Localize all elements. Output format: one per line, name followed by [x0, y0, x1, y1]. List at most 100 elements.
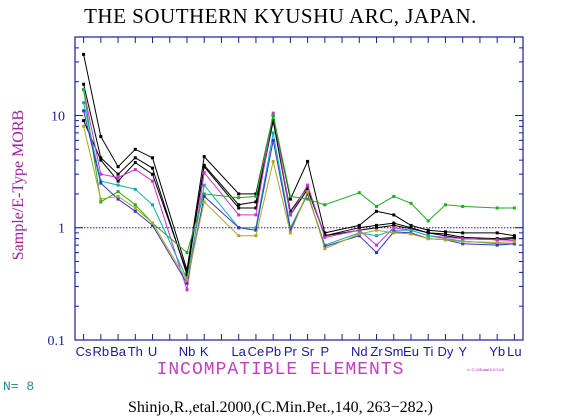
- data-point: [323, 203, 327, 207]
- data-point: [323, 234, 327, 238]
- data-point: [237, 213, 241, 217]
- data-point: [254, 213, 258, 217]
- data-point: [288, 209, 292, 213]
- data-point: [323, 231, 327, 235]
- data-point: [495, 243, 499, 247]
- data-point: [254, 228, 258, 232]
- y-axis-label: Sample/E-Type MORB: [10, 109, 27, 261]
- x-tick-label: Pb: [265, 344, 281, 359]
- x-tick-label: Ce: [248, 344, 265, 359]
- x-axis-label: INCOMPATIBLE ELEMENTS: [156, 360, 405, 380]
- x-tick-label: Sr: [301, 344, 315, 359]
- data-point: [461, 231, 465, 235]
- data-point: [237, 203, 241, 207]
- data-point: [202, 155, 206, 159]
- series-line: [83, 126, 515, 282]
- x-tick-label: Yb: [489, 344, 505, 359]
- data-point: [237, 226, 241, 230]
- data-point: [461, 242, 465, 246]
- data-point: [495, 238, 499, 242]
- data-point: [99, 197, 103, 201]
- data-point: [306, 192, 310, 196]
- series-line: [83, 102, 515, 281]
- data-point: [185, 288, 189, 292]
- x-tick-label: Dy: [438, 344, 454, 359]
- data-point: [392, 194, 396, 198]
- data-point: [461, 240, 465, 244]
- data-point: [495, 240, 499, 244]
- x-tick-label: P: [321, 344, 330, 359]
- data-point: [116, 190, 120, 194]
- data-point: [444, 234, 447, 238]
- data-point: [116, 194, 120, 198]
- data-point: [357, 226, 361, 230]
- data-point: [99, 181, 103, 185]
- data-point: [133, 203, 137, 207]
- x-tick-label: Nb: [179, 344, 196, 359]
- data-point: [461, 237, 465, 241]
- data-point: [375, 204, 378, 208]
- x-tick-label: Rb: [93, 344, 110, 359]
- data-point: [151, 156, 154, 160]
- x-tick-label: Lu: [507, 344, 521, 359]
- source-credit: Shinjo,R.,etal.2000,(C.Min.Pet.,140, 263…: [127, 399, 434, 416]
- data-point: [237, 234, 241, 238]
- data-point: [426, 234, 430, 238]
- data-point: [392, 223, 396, 227]
- x-tick-label: Th: [128, 344, 143, 359]
- data-point: [288, 231, 292, 235]
- data-point: [512, 206, 516, 210]
- series-line: [83, 89, 515, 290]
- data-point: [271, 114, 275, 117]
- sample-count: N= 8: [3, 379, 35, 394]
- data-point: [202, 192, 206, 196]
- data-point: [512, 242, 516, 246]
- data-point: [444, 203, 447, 207]
- data-point: [357, 191, 361, 195]
- data-point: [426, 237, 430, 241]
- y-tick-label: 10: [51, 109, 65, 124]
- data-point: [202, 194, 206, 198]
- data-point: [288, 197, 292, 201]
- data-point: [288, 194, 292, 198]
- data-point: [426, 228, 430, 232]
- chart-title: THE SOUTHERN KYUSHU ARC, JAPAN.: [84, 4, 477, 28]
- data-point: [271, 111, 275, 115]
- data-point: [133, 187, 137, 191]
- data-point: [116, 172, 120, 176]
- data-point: [323, 235, 327, 239]
- x-tick-label: Pr: [284, 344, 298, 359]
- data-point: [151, 203, 154, 207]
- data-point: [288, 228, 292, 232]
- data-point: [323, 245, 327, 248]
- data-point: [82, 82, 86, 86]
- data-point: [133, 156, 137, 160]
- data-point: [133, 206, 137, 210]
- data-point: [237, 206, 241, 210]
- data-point: [185, 278, 189, 282]
- data-point: [116, 176, 120, 179]
- data-point: [357, 228, 361, 232]
- x-tick-label: Y: [458, 344, 467, 359]
- data-point: [271, 119, 275, 123]
- data-point: [99, 158, 103, 162]
- data-point: [82, 88, 86, 92]
- data-point: [151, 172, 154, 176]
- x-tick-label: Cs: [76, 344, 92, 359]
- data-point: [237, 196, 241, 200]
- data-point: [375, 228, 378, 232]
- data-point: [306, 183, 310, 187]
- data-point: [271, 159, 275, 163]
- data-point: [357, 234, 361, 238]
- data-point: [512, 234, 516, 238]
- data-point: [375, 251, 378, 255]
- data-point: [512, 240, 516, 244]
- data-point: [82, 124, 86, 128]
- x-tick-label: Ti: [423, 344, 433, 359]
- data-point: [495, 231, 499, 235]
- data-point: [133, 161, 137, 165]
- data-point: [82, 119, 86, 123]
- data-point: [99, 135, 103, 138]
- data-point: [116, 197, 120, 201]
- data-point: [254, 200, 258, 204]
